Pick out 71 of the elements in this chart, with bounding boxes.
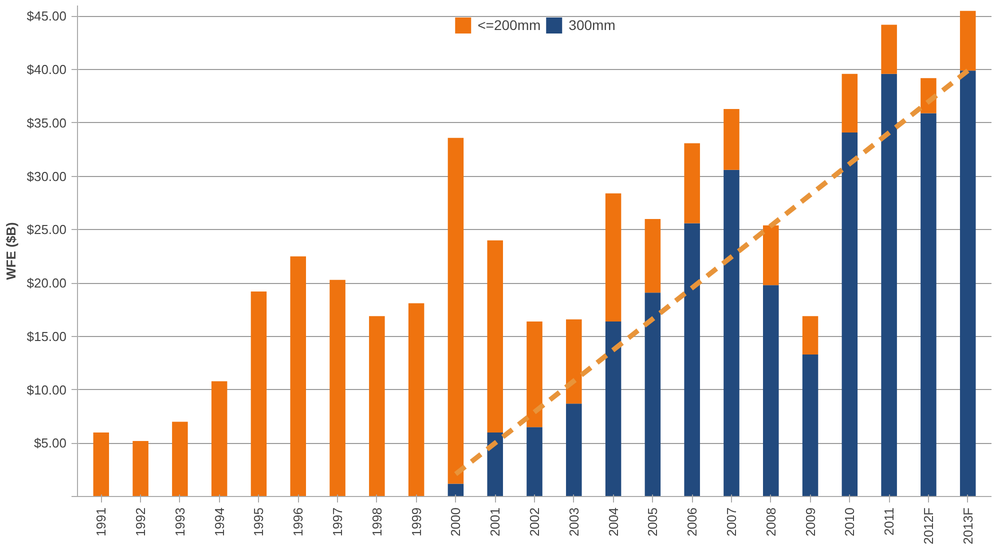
y-tick-label: $40.00 bbox=[26, 62, 67, 78]
bar bbox=[526, 321, 542, 428]
x-tick-label: 2005 bbox=[645, 508, 660, 536]
bar bbox=[684, 223, 700, 496]
bar bbox=[448, 484, 464, 496]
bar bbox=[960, 70, 976, 496]
y-tick-label: $25.00 bbox=[26, 222, 67, 238]
bar bbox=[566, 319, 582, 404]
x-tick-label: 2003 bbox=[566, 508, 582, 536]
y-tick-label: $45.00 bbox=[26, 8, 67, 24]
bar bbox=[763, 285, 779, 496]
x-tick-label: 1991 bbox=[94, 508, 109, 536]
y-axis-title: WFE ($B) bbox=[4, 222, 19, 280]
bar bbox=[369, 316, 385, 496]
bar bbox=[724, 170, 740, 496]
x-tick-label: 2007 bbox=[724, 508, 739, 536]
legend-label: <=200mm bbox=[478, 17, 541, 33]
x-tick-label: 2010 bbox=[842, 508, 858, 536]
bar bbox=[93, 432, 110, 496]
bar bbox=[211, 381, 228, 496]
x-tick-label: 1997 bbox=[330, 508, 346, 536]
bar bbox=[644, 292, 661, 496]
bar bbox=[566, 404, 582, 496]
bar bbox=[487, 432, 503, 496]
y-tick-label: $5.00 bbox=[34, 436, 67, 451]
x-tick-label: 2002 bbox=[527, 508, 542, 536]
bar bbox=[724, 109, 740, 170]
x-tick-label: 2008 bbox=[763, 508, 778, 536]
bar bbox=[605, 321, 622, 496]
bar bbox=[960, 10, 976, 71]
bar bbox=[605, 193, 622, 322]
x-tick-label: 1998 bbox=[369, 508, 384, 536]
x-tick-label: 2012F bbox=[920, 507, 936, 544]
bar bbox=[526, 427, 542, 496]
x-tick-label: 2000 bbox=[448, 508, 464, 536]
bar bbox=[802, 354, 818, 496]
x-tick-label: 1995 bbox=[251, 508, 266, 536]
bar bbox=[487, 240, 503, 432]
x-tick-label: 1992 bbox=[133, 508, 148, 536]
bar bbox=[881, 24, 897, 74]
x-tick-label: 2004 bbox=[606, 508, 621, 536]
bar bbox=[448, 138, 464, 484]
x-tick-label: 1994 bbox=[212, 508, 227, 536]
bar bbox=[920, 113, 936, 496]
bar bbox=[842, 74, 858, 133]
y-tick-label: $20.00 bbox=[26, 276, 67, 291]
bar bbox=[684, 143, 700, 224]
legend-label: 300mm bbox=[568, 17, 616, 33]
bar bbox=[763, 225, 779, 286]
bar bbox=[250, 292, 267, 496]
bar bbox=[172, 422, 188, 496]
x-tick-label: 1993 bbox=[172, 508, 188, 536]
bar bbox=[802, 316, 818, 355]
bar bbox=[881, 74, 897, 496]
x-tick-label: 2009 bbox=[802, 508, 818, 536]
x-tick-label: 2006 bbox=[684, 508, 700, 536]
y-tick-label: $30.00 bbox=[26, 168, 67, 184]
bar bbox=[408, 303, 424, 496]
y-tick-label: $15.00 bbox=[26, 328, 67, 344]
bar bbox=[330, 280, 346, 496]
x-tick-label: 1999 bbox=[408, 508, 424, 536]
x-tick-label: 2001 bbox=[488, 508, 503, 536]
bar bbox=[644, 218, 661, 293]
bar bbox=[290, 256, 306, 496]
bar bbox=[842, 132, 858, 496]
x-tick-label: 1996 bbox=[290, 508, 306, 536]
bar bbox=[132, 440, 148, 496]
x-tick-label: 2013F bbox=[960, 507, 976, 544]
x-tick-label: 2011 bbox=[882, 507, 897, 536]
y-tick-label: $35.00 bbox=[26, 115, 67, 130]
y-tick-label: $10.00 bbox=[26, 382, 67, 398]
